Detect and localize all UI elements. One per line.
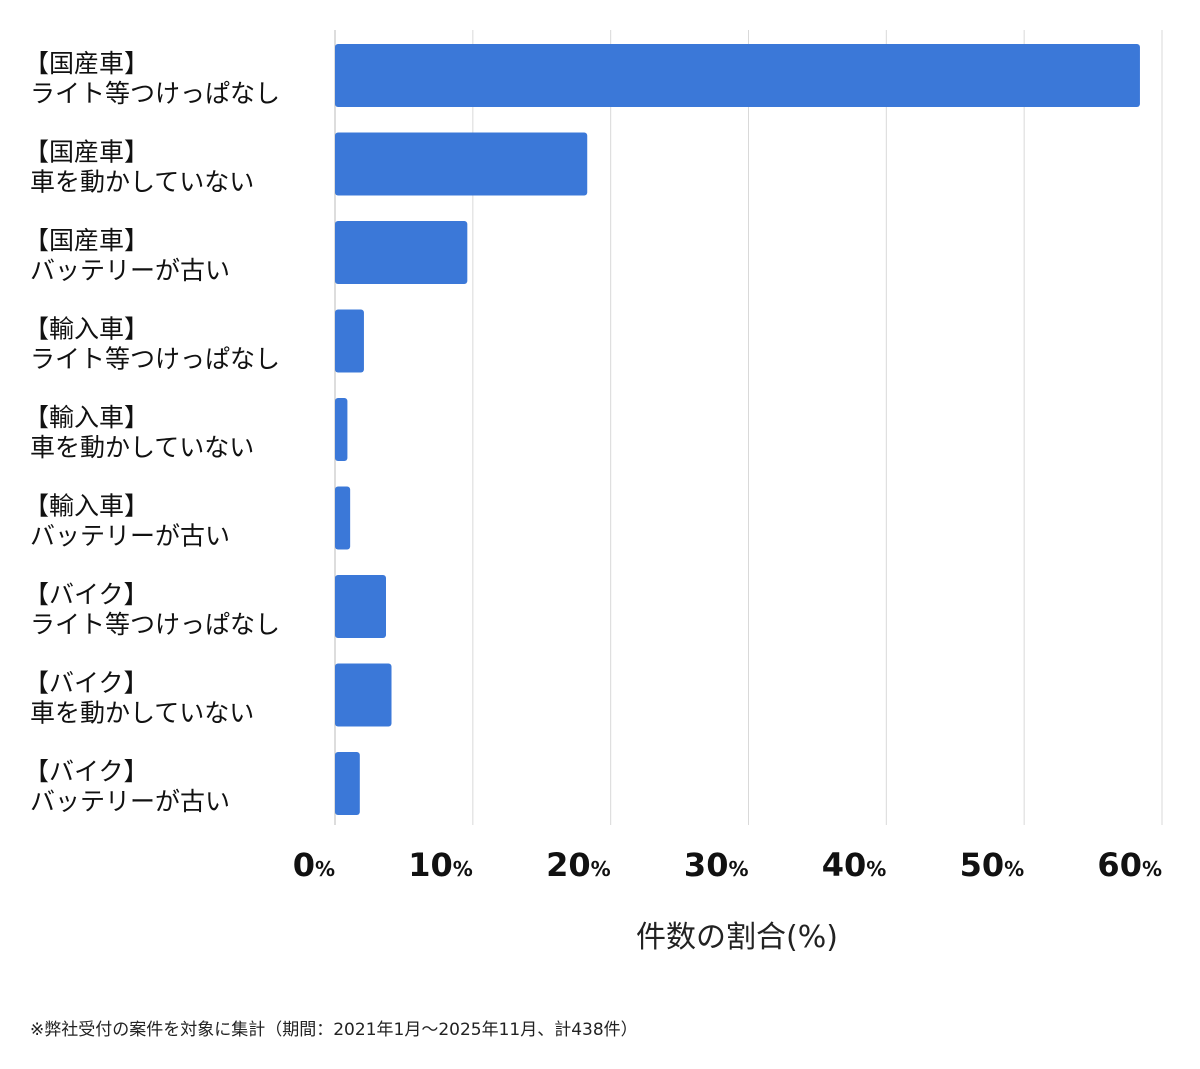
bar xyxy=(335,398,348,461)
bar xyxy=(335,752,360,815)
x-tick-label: 50% xyxy=(960,846,1025,884)
bar xyxy=(335,486,351,550)
category-label: バッテリーが古い xyxy=(30,256,230,285)
category-label: ライト等つけっぱなし xyxy=(30,79,280,108)
bar xyxy=(335,44,1140,107)
footnote: ※弊社受付の案件を対象に集計（期間：2021年1月〜2025年11月、計438件… xyxy=(30,1020,638,1040)
category-label: 車を動かしていない xyxy=(30,168,254,197)
category-label: 【国産車】 xyxy=(24,138,149,167)
category-label: 【国産車】 xyxy=(24,49,149,78)
bar xyxy=(335,575,386,638)
category-label: バッテリーが古い xyxy=(30,787,230,816)
category-label: 【バイク】 xyxy=(24,580,149,609)
category-label: ライト等つけっぱなし xyxy=(30,345,280,374)
category-label: 車を動かしていない xyxy=(30,699,254,728)
x-tick-label: 60% xyxy=(1097,846,1162,884)
category-label: 【国産車】 xyxy=(24,226,149,255)
x-axis-title: 件数の割合(%) xyxy=(636,920,838,955)
x-tick-label: 0% xyxy=(293,846,335,884)
category-label: 【バイク】 xyxy=(24,669,149,698)
category-label: 【輸入車】 xyxy=(24,403,149,432)
bar xyxy=(335,663,392,727)
bar xyxy=(335,132,588,196)
category-label: バッテリーが古い xyxy=(30,522,230,551)
x-tick-label: 20% xyxy=(546,846,611,884)
x-tick-label: 10% xyxy=(408,846,473,884)
category-label: ライト等つけっぱなし xyxy=(30,610,280,639)
bar xyxy=(335,309,364,373)
bar xyxy=(335,221,468,284)
x-tick-label: 30% xyxy=(684,846,749,884)
category-label: 【輸入車】 xyxy=(24,492,149,521)
category-label: 【輸入車】 xyxy=(24,315,149,344)
category-label: 車を動かしていない xyxy=(30,433,254,462)
category-label: 【バイク】 xyxy=(24,757,149,786)
x-tick-label: 40% xyxy=(822,846,887,884)
